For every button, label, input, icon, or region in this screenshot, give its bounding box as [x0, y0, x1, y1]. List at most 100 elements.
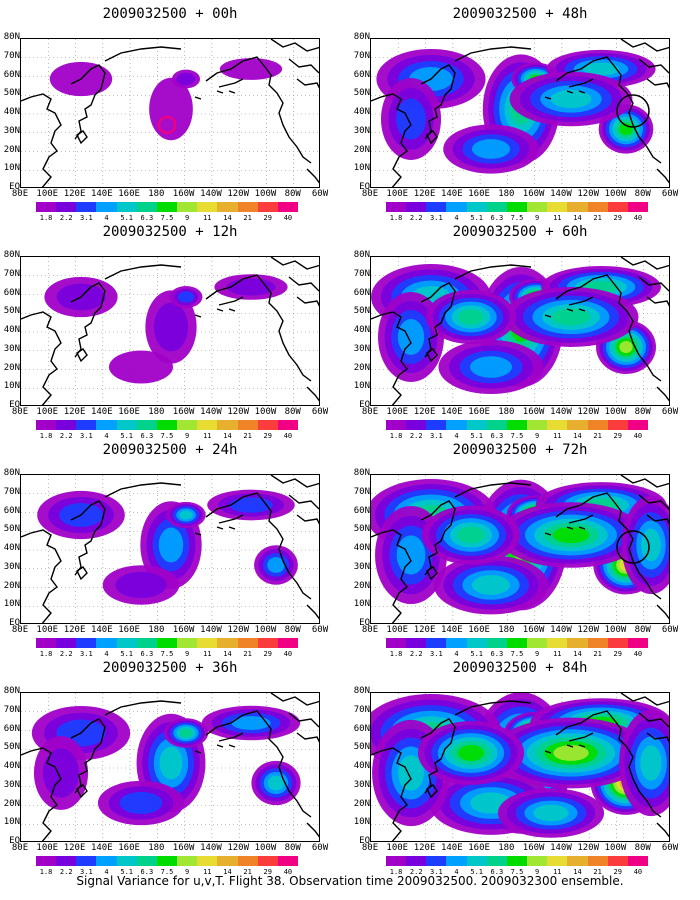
variance-field — [37, 489, 298, 605]
colorbar-label: 4 — [454, 868, 459, 876]
panel-title: 2009032500 + 84h — [452, 660, 588, 676]
lon-tick-label: 180 — [148, 625, 165, 635]
lon-tick-label: 100W — [254, 189, 277, 199]
colorbar-label: 1.8 — [39, 868, 53, 876]
coastline — [371, 475, 669, 623]
lat-tick-label: 70N — [3, 268, 20, 279]
map-panel: 2009032500 + 60h 80N 70N 60N 50N 40N 30N 20N 10N… — [350, 224, 690, 449]
colorbar-swatch — [156, 202, 178, 212]
colorbar-label: 2.2 — [59, 432, 73, 440]
lat-tick-label: 70N — [3, 486, 20, 497]
colorbar-label: 21 — [593, 432, 602, 440]
lon-tick-label: 180 — [148, 407, 165, 417]
colorbar-label: 3.1 — [80, 868, 93, 876]
lat-tick-label: EQ — [9, 618, 20, 628]
lat-tick-label: 10N — [353, 599, 370, 610]
lon-tick-label: 140E — [440, 189, 463, 199]
lat-tick-label: 40N — [3, 761, 20, 771]
colorbar-label: 21 — [243, 214, 252, 222]
lat-tick-label: 40N — [353, 325, 370, 335]
colorbar-label: 4 — [104, 432, 109, 440]
colorbar-label: 2.2 — [59, 650, 73, 658]
panel-title: 2009032500 + 36h — [102, 660, 238, 676]
colorbar-label: 4 — [454, 432, 459, 440]
colorbar-label: 40 — [633, 650, 643, 658]
colorbar-label: 29 — [613, 650, 622, 658]
lon-tick-label: 80E — [11, 189, 29, 199]
lat-tick-label: 40N — [353, 761, 370, 771]
colorbar-swatch — [466, 420, 487, 430]
graticule — [21, 39, 319, 187]
variance-field — [371, 693, 669, 838]
lat-tick-label: 40N — [3, 543, 20, 553]
colorbar-label: 29 — [263, 650, 272, 658]
colorbar-swatch — [237, 638, 258, 648]
colorbar-label: 5.1 — [120, 868, 134, 876]
coastline — [21, 39, 319, 187]
colorbar-label: 1.8 — [389, 214, 403, 222]
lat-tick-label: 70N — [353, 50, 370, 61]
colorbar-swatch — [466, 202, 487, 212]
lat-tick-label: EQ — [9, 182, 20, 192]
lon-tick-label: 140W — [550, 189, 572, 199]
colorbar-label: 9 — [185, 650, 190, 658]
lat-tick-label: 50N — [353, 306, 370, 317]
lat-tick-label: 70N — [3, 50, 20, 61]
colorbar-swatch — [237, 856, 258, 866]
lat-tick-label: 80N — [3, 686, 20, 696]
colorbar-swatch — [197, 638, 218, 648]
colorbar-swatch — [587, 638, 608, 648]
colorbar-swatch — [277, 202, 299, 212]
lon-tick-label: 160E — [118, 843, 140, 853]
colorbar-label: 5.1 — [470, 650, 484, 658]
lat-tick-label: 20N — [353, 798, 370, 809]
lon-tick-label: 160E — [468, 407, 490, 417]
lon-tick-label: 120E — [63, 625, 86, 635]
colorbar-swatch — [587, 202, 608, 212]
coastline — [371, 39, 669, 187]
lon-tick-label: 80W — [634, 189, 651, 199]
colorbar — [36, 202, 299, 212]
colorbar-swatch — [607, 856, 628, 866]
colorbar-swatch — [567, 420, 588, 430]
map-plot — [20, 38, 320, 188]
colorbar-swatch — [627, 202, 649, 212]
lon-tick-label: 180 — [498, 625, 515, 635]
colorbar-label: 5.1 — [120, 432, 134, 440]
colorbar — [36, 856, 299, 866]
coastline — [21, 475, 319, 623]
colorbar-swatch — [36, 202, 57, 212]
figure-caption: Signal Variance for u,v,T. Flight 38. Ob… — [76, 874, 624, 888]
lon-tick-label: 100E — [386, 407, 409, 417]
lon-tick-label: 60W — [311, 407, 329, 417]
colorbar-label: 2.2 — [409, 214, 423, 222]
colorbar-label: 6.3 — [490, 650, 504, 658]
colorbar-swatch — [627, 856, 649, 866]
colorbar-label: 14 — [223, 214, 232, 222]
lat-tick-label: 30N — [353, 561, 370, 572]
lat-tick-label: 10N — [3, 599, 20, 610]
map-plot — [370, 38, 670, 188]
map-panel: 2009032500 + 48h 80N 70N 60N 50N 40N 30N 20N 10N… — [350, 6, 690, 231]
lat-tick-label: 30N — [3, 125, 20, 136]
colorbar — [36, 420, 299, 430]
colorbar-swatch — [177, 202, 198, 212]
variance-field — [376, 48, 656, 174]
colorbar-label: 3.1 — [80, 432, 93, 440]
colorbar-swatch — [177, 420, 198, 430]
lat-tick-label: 20N — [353, 362, 370, 373]
variance-field — [49, 58, 283, 141]
lon-tick-label: 80W — [634, 625, 651, 635]
colorbar-swatch — [406, 856, 427, 866]
colorbar-label: 29 — [263, 432, 272, 440]
lon-tick-label: 160E — [468, 625, 490, 635]
lon-tick-label: 120E — [63, 189, 86, 199]
lon-tick-label: 160W — [172, 189, 195, 199]
lon-tick-label: 100E — [36, 843, 59, 853]
colorbar-label: 9 — [535, 868, 540, 876]
lon-tick-label: 140E — [90, 625, 113, 635]
colorbar-label: 14 — [573, 868, 582, 876]
panel-title: 2009032500 + 48h — [452, 6, 588, 22]
colorbar-swatch — [386, 856, 407, 866]
lat-tick-label: 20N — [353, 144, 370, 155]
